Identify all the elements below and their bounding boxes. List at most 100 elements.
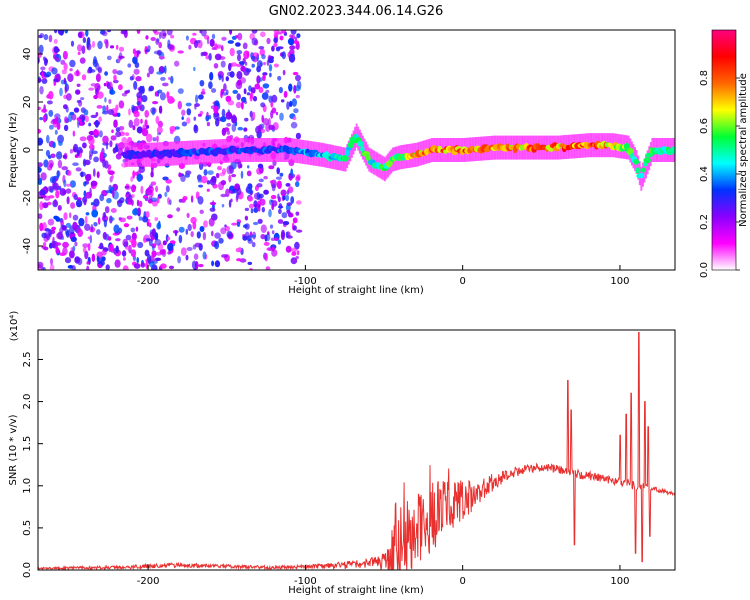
spectrogram-noise-cell <box>42 202 49 209</box>
spectrogram-noise-cell <box>38 162 43 168</box>
spectrogram-noise-cell <box>50 258 53 266</box>
spectrogram-noise-cell <box>145 187 152 196</box>
spectrogram-noise-cell <box>247 195 253 202</box>
spectrogram-noise-cell <box>220 180 227 186</box>
spectrogram-noise-cell <box>51 226 56 231</box>
spectrogram-noise-cell <box>97 40 103 50</box>
spectrogram-xlabel: Height of straight line (km) <box>288 285 424 296</box>
spectrogram-noise-cell <box>41 108 48 113</box>
spectrogram-noise-cell <box>64 80 68 87</box>
spectrogram-noise-cell <box>61 69 67 75</box>
spectrogram-noise-cell <box>215 118 220 127</box>
spectrogram-noise-cell <box>170 34 175 39</box>
spectrogram-ridge-cell <box>632 158 640 165</box>
spectrogram-noise-cell <box>76 149 80 157</box>
spectrogram-noise-cell <box>185 35 189 41</box>
spectrogram-noise-cell <box>224 224 227 228</box>
spectrogram-noise-cell <box>93 198 100 207</box>
spectrogram-noise-cell <box>223 83 227 92</box>
spectrogram-noise-cell <box>295 229 303 233</box>
spectrogram-noise-cell <box>93 168 96 177</box>
spectrogram-noise-cell <box>75 167 82 172</box>
spectrogram-noise-cell <box>290 168 294 177</box>
spectrogram-noise-cell <box>167 251 172 255</box>
spectrogram-noise-cell <box>228 199 232 208</box>
spectrogram-noise-cell <box>124 185 130 189</box>
spectrogram-noise-cell <box>271 45 275 52</box>
colorbar-tick-label: 0.4 <box>699 166 710 182</box>
spectrogram-noise-cell <box>221 36 227 41</box>
colorbar-ticks: 0.0 0.2 0.4 0.6 0.8 <box>699 70 740 278</box>
spectrogram-noise-cell <box>77 228 83 238</box>
spectrogram-noise-cell <box>91 209 99 218</box>
spectrogram-noise-cell <box>203 220 208 228</box>
spectrogram-noise-cell <box>150 181 157 186</box>
spectrogram-noise-cell <box>276 180 282 189</box>
spectrogram-noise-cell <box>265 233 271 242</box>
spectrogram-noise-cell <box>96 105 103 109</box>
spectrogram-noise-cell <box>148 85 155 92</box>
spectrogram-noise-cell <box>236 221 241 227</box>
spectrogram-noise-cell <box>262 118 269 126</box>
spectrogram-noise-cell <box>295 211 300 216</box>
spectrogram-noise-cell <box>53 39 58 44</box>
spectrogram-noise-cell <box>268 124 275 130</box>
spectrogram-noise-cell <box>292 116 297 121</box>
spectrogram-noise-cell <box>146 72 150 78</box>
spectrogram-noise-cell <box>118 126 125 131</box>
spectrogram-noise-cell <box>200 91 206 95</box>
spectrogram-noise-cell <box>228 174 232 183</box>
spectrogram-noise-cell <box>70 40 75 47</box>
spectrogram-noise-cell <box>251 241 256 248</box>
spectrogram-noise-cell <box>176 207 181 212</box>
spectrogram-noise-cell <box>246 170 252 177</box>
snr-ytick-label: 1.5 <box>22 436 33 452</box>
spectrogram-noise-cell <box>278 208 282 215</box>
spectrogram-noise-cell <box>214 260 221 268</box>
spectrogram-noise-cell <box>281 51 286 60</box>
spectrogram-cells <box>38 30 675 270</box>
colorbar-tick-label: 0.2 <box>699 214 710 230</box>
spectrogram-noise-cell <box>214 100 220 107</box>
spectrogram-noise-cell <box>115 153 122 160</box>
spectrogram-noise-cell <box>76 83 81 88</box>
spectrogram-noise-cell <box>38 166 42 173</box>
spectrogram-noise-cell <box>82 243 89 249</box>
spectrogram-noise-cell <box>104 71 108 76</box>
spectrogram-noise-cell <box>46 134 50 144</box>
spectrogram-noise-cell <box>290 30 297 35</box>
spectrogram-noise-cell <box>269 199 273 206</box>
spectrogram-noise-cell <box>243 50 250 60</box>
spectrogram-noise-cell <box>148 65 154 75</box>
spectrogram-noise-cell <box>245 68 252 73</box>
colorbar-tick-label: 0.6 <box>699 118 710 134</box>
spectrogram-noise-cell <box>54 30 58 34</box>
spectrogram-noise-cell <box>290 121 298 129</box>
spectrogram-noise-cell <box>177 88 184 94</box>
spectrogram-noise-cell <box>110 208 117 213</box>
spectrogram-noise-cell <box>154 91 158 97</box>
spectrogram-noise-cell <box>49 176 56 184</box>
spectrogram-noise-cell <box>236 50 243 55</box>
spectrogram-ridge-halo <box>363 138 366 163</box>
spectrogram-noise-cell <box>55 190 60 199</box>
spectrogram-noise-cell <box>174 60 180 67</box>
spectrogram-noise-cell <box>133 80 138 90</box>
spectrogram-noise-cell <box>53 182 58 190</box>
spectrogram-noise-cell <box>268 64 273 72</box>
spectrogram-noise-cell <box>198 94 204 100</box>
spectrogram-ridge-cell <box>635 167 641 174</box>
spectrogram-noise-cell <box>156 126 163 134</box>
spectrogram-noise-cell <box>54 129 58 135</box>
spectrogram-noise-cell <box>102 135 109 144</box>
spectrogram-noise-cell <box>206 121 210 127</box>
spectrogram-noise-cell <box>236 258 242 262</box>
spectrogram-noise-cell <box>293 108 299 114</box>
spectrogram-noise-cell <box>95 73 101 83</box>
spectrogram-noise-cell <box>234 35 239 39</box>
spectrogram-noise-cell <box>178 172 182 178</box>
spectrogram-noise-cell <box>62 241 69 248</box>
spectrogram-noise-cell <box>104 206 110 214</box>
spectrogram-noise-cell <box>288 53 296 63</box>
spectrogram-noise-cell <box>226 165 233 175</box>
